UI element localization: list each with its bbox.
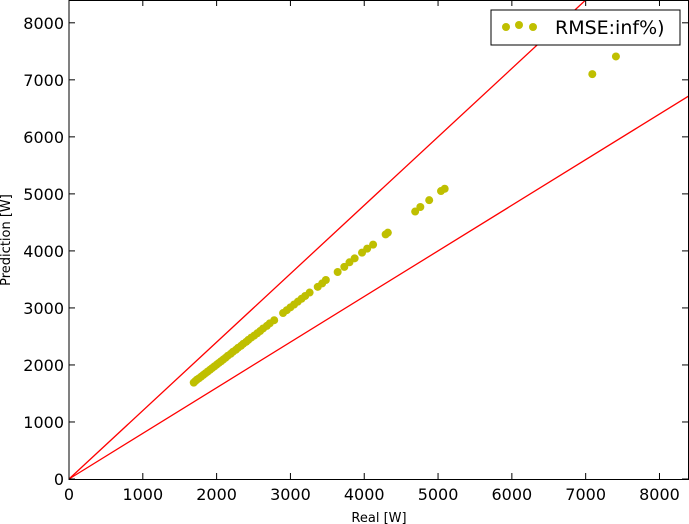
data-point bbox=[383, 228, 392, 237]
x-tick-label: 0 bbox=[64, 485, 74, 504]
data-point bbox=[440, 184, 449, 193]
data-point bbox=[333, 268, 342, 277]
y-tick-label: 1000 bbox=[23, 413, 64, 432]
x-tick-label: 7000 bbox=[565, 485, 606, 504]
data-point bbox=[411, 207, 420, 216]
data-point bbox=[425, 196, 434, 205]
x-tick-label: 5000 bbox=[418, 485, 459, 504]
data-point bbox=[363, 244, 372, 253]
y-tick-label: 3000 bbox=[23, 299, 64, 318]
data-point bbox=[350, 254, 359, 263]
data-points bbox=[189, 52, 620, 387]
x-tick-label: 2000 bbox=[196, 485, 237, 504]
y-tick-label: 2000 bbox=[23, 356, 64, 375]
x-axis-label: Real [W] bbox=[351, 511, 406, 524]
x-tick-label: 6000 bbox=[491, 485, 532, 504]
y-tick-label: 4000 bbox=[23, 242, 64, 261]
axes: 0 1000 2000 3000 4000 5000 6000 7000 8000 0 1000 20… bbox=[23, 0, 689, 504]
y-tick-label: 0 bbox=[54, 470, 64, 489]
reference-line bbox=[68, 0, 587, 480]
legend-marker bbox=[529, 23, 537, 31]
data-point bbox=[416, 202, 425, 211]
x-tick-label: 3000 bbox=[270, 485, 311, 504]
data-point bbox=[340, 262, 349, 271]
legend-box bbox=[490, 9, 681, 46]
data-point bbox=[270, 316, 279, 325]
legend: RMSE:inf%) bbox=[490, 9, 681, 46]
y-tick-label: 6000 bbox=[23, 128, 64, 147]
reference-lines bbox=[68, 0, 689, 480]
x-tick-label: 1000 bbox=[122, 485, 163, 504]
y-tick-label: 7000 bbox=[23, 71, 64, 90]
data-point bbox=[588, 70, 597, 79]
legend-label: RMSE:inf%) bbox=[555, 17, 665, 39]
y-tick-label: 8000 bbox=[23, 14, 64, 33]
y-tick-label: 5000 bbox=[23, 185, 64, 204]
data-point bbox=[369, 240, 378, 249]
data-point bbox=[611, 52, 620, 61]
legend-marker bbox=[515, 21, 523, 29]
reference-line bbox=[68, 95, 689, 480]
y-axis-label: Prediction [W] bbox=[0, 194, 14, 286]
x-tick-label: 4000 bbox=[344, 485, 385, 504]
data-point bbox=[305, 288, 314, 297]
x-tick-label: 8000 bbox=[639, 485, 680, 504]
legend-marker bbox=[502, 23, 510, 31]
data-point bbox=[321, 275, 330, 284]
